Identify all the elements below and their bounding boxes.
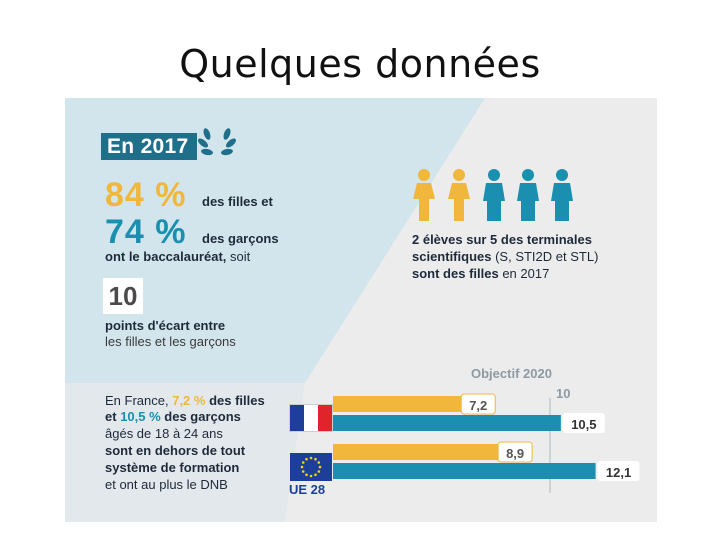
students-line-2: scientifiques (S, STI2D et STL) bbox=[412, 249, 598, 264]
students-line-1: 2 élèves sur 5 des terminales bbox=[412, 232, 592, 247]
points-gap-value: 10 bbox=[103, 278, 143, 314]
boys-label: des garçons bbox=[202, 231, 279, 246]
students-line-2-bold: scientifiques bbox=[412, 249, 492, 264]
bac-label-rest: soit bbox=[230, 249, 251, 264]
value-label-bg bbox=[562, 413, 605, 433]
stat-girls-pct: 7,2 % bbox=[172, 393, 206, 408]
bac-label: ont le baccalauréat, soit bbox=[105, 249, 250, 264]
bar-boys-1 bbox=[333, 463, 596, 479]
bar-girls-0 bbox=[333, 396, 490, 412]
objective-value: 10 bbox=[556, 386, 570, 401]
value-label-bg bbox=[597, 461, 640, 481]
stat-line-5: système de formation bbox=[105, 460, 240, 475]
student-girl-icon bbox=[448, 169, 470, 221]
infographic: En 2017 84 % des filles et 74 % des garç… bbox=[65, 98, 657, 522]
laurel-icon bbox=[198, 128, 236, 156]
stat-line-3: âgés de 18 à 24 ans bbox=[105, 426, 223, 441]
points-line-2: les filles et les garçons bbox=[105, 334, 236, 349]
stat-line-2: et 10,5 % des garçons bbox=[105, 409, 241, 424]
girls-label: des filles et bbox=[202, 194, 273, 209]
stat-line-1-a: En France, bbox=[105, 393, 169, 408]
stat-line-6: et ont au plus le DNB bbox=[105, 477, 228, 492]
value-label-girls-1: 8,9 bbox=[506, 446, 524, 461]
stat-line-2-c: des garçons bbox=[164, 409, 241, 424]
students-line-3-bold: sont des filles bbox=[412, 266, 499, 281]
girls-percentage: 84 % bbox=[105, 176, 187, 214]
eu-label: UE 28 bbox=[289, 482, 326, 497]
students-line-3-rest: en 2017 bbox=[502, 266, 550, 281]
value-label-boys-0: 10,5 bbox=[571, 417, 596, 432]
students-line-2-rest: (S, STI2D et STL) bbox=[495, 249, 599, 264]
france-flag-icon bbox=[290, 405, 332, 431]
value-label-bg bbox=[460, 393, 496, 415]
value-label-bg bbox=[497, 441, 533, 463]
bar-girls-1 bbox=[333, 444, 527, 460]
students-line-3: sont des filles en 2017 bbox=[412, 266, 549, 281]
dropout-bar-chart: 10 7,2 10,5 8,9 12,1 bbox=[333, 386, 640, 493]
stat-boys-pct: 10,5 % bbox=[120, 409, 161, 424]
slide-title: Quelques données bbox=[179, 42, 541, 86]
year-badge: En 2017 bbox=[101, 133, 197, 160]
bar-boys-0 bbox=[333, 415, 561, 431]
student-boy-icon bbox=[517, 169, 539, 221]
student-boy-icon bbox=[551, 169, 573, 221]
boys-percentage: 74 % bbox=[105, 213, 187, 251]
objective-label: Objectif 2020 bbox=[471, 366, 552, 381]
student-boy-icon bbox=[483, 169, 505, 221]
stat-line-4: sont en dehors de tout bbox=[105, 443, 246, 458]
student-girl-icon bbox=[413, 169, 435, 221]
points-line-1: points d'écart entre bbox=[105, 318, 226, 333]
stat-line-2-a: et bbox=[105, 409, 117, 424]
value-label-girls-0: 7,2 bbox=[469, 398, 487, 413]
stat-line-1: En France, 7,2 % des filles bbox=[105, 393, 265, 408]
bac-label-bold: ont le baccalauréat, bbox=[105, 249, 227, 264]
students-pictogram bbox=[413, 169, 573, 221]
background-wedge bbox=[65, 98, 485, 522]
eu-flag-icon bbox=[290, 453, 332, 481]
stat-line-1-c: des filles bbox=[209, 393, 265, 408]
value-label-boys-1: 12,1 bbox=[606, 465, 631, 480]
